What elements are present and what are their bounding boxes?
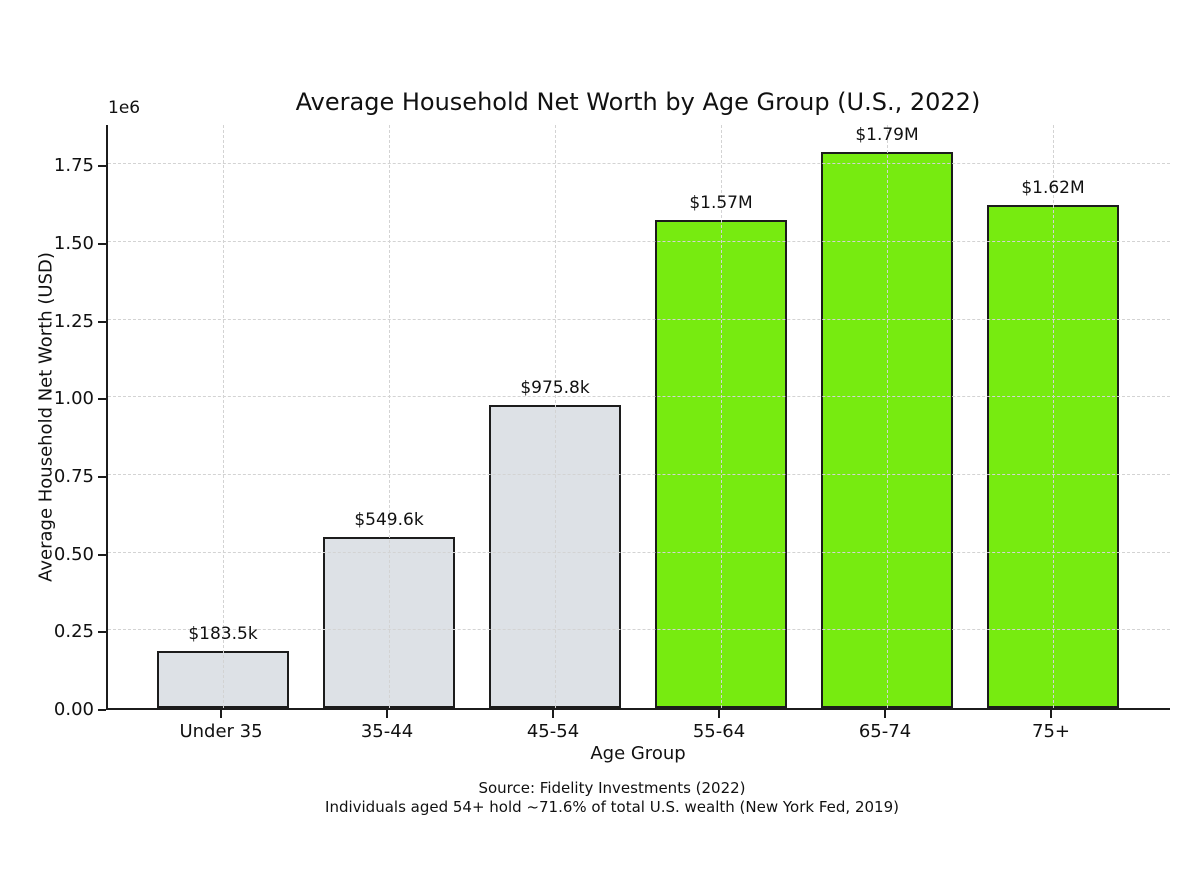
y-tick-label: 1.75 (53, 155, 94, 177)
source-note: Source: Fidelity Investments (2022) (478, 779, 746, 797)
y-tick-mark (98, 476, 106, 479)
x-tick-label: 65-74 (858, 721, 912, 742)
bar-value-label: $549.6k (354, 510, 424, 531)
y-tick-label: 0.25 (53, 621, 94, 643)
bar-value-label: $1.57M (689, 193, 753, 214)
grid-line-vertical (389, 125, 390, 708)
grid-line-horizontal (108, 629, 1170, 631)
grid-line-vertical (887, 125, 888, 708)
bar-45-54 (488, 404, 622, 708)
bar-value-label: $1.79M (855, 125, 919, 146)
bar-55-64 (654, 220, 788, 708)
x-tick-mark (1050, 710, 1052, 718)
chart-title: Average Household Net Worth by Age Group… (295, 88, 981, 116)
y-tick-label: 1.50 (53, 233, 94, 255)
grid-line-horizontal (108, 474, 1170, 476)
x-tick-mark (220, 710, 222, 718)
bar-75+ (986, 204, 1120, 708)
grid-line-vertical (721, 125, 722, 708)
x-tick-label: 35-44 (360, 721, 414, 742)
x-tick-label: 55-64 (692, 721, 746, 742)
bar-under-35 (156, 651, 290, 708)
x-axis: Under 35 35-44 45-54 55-64 65-74 75+ (106, 710, 1170, 756)
bar-35-44 (322, 537, 456, 708)
grid-line-horizontal (108, 241, 1170, 243)
y-tick-mark (98, 243, 106, 246)
grid-line-horizontal (108, 163, 1170, 165)
y-tick-mark (98, 320, 106, 323)
plot-area: $183.5k $549.6k $975.8k $1.57M $1.79M $1.62M (106, 125, 1170, 710)
y-tick-label: 0.50 (53, 543, 94, 565)
y-tick-mark (98, 709, 106, 711)
y-tick-label: 1.25 (53, 310, 94, 332)
y-tick-label: 0.00 (53, 699, 94, 720)
x-axis-label: Age Group (590, 743, 686, 764)
y-tick-mark (98, 165, 106, 168)
y-axis-offset-text: 1e6 (108, 98, 141, 118)
y-tick-mark (98, 553, 106, 556)
x-tick-mark (884, 710, 886, 718)
bar-65-74 (820, 152, 954, 708)
wealth-note: Individuals aged 54+ hold ~71.6% of tota… (325, 798, 899, 816)
y-tick-label: 0.75 (53, 466, 94, 488)
y-tick-label: 1.00 (53, 388, 94, 410)
bar-value-label: $975.8k (520, 377, 590, 398)
x-tick-label: 75+ (1032, 721, 1070, 742)
y-tick-mark (98, 398, 106, 401)
bar-value-label: $183.5k (188, 624, 258, 645)
grid-line-horizontal (108, 396, 1170, 398)
y-axis: 0.00 0.25 0.50 0.75 1.00 1.25 1.50 1.75 (0, 125, 106, 720)
footer-annotation: Source: Fidelity Investments (2022) Indi… (12, 779, 1200, 817)
x-tick-mark (386, 710, 388, 718)
grid-line-vertical (223, 125, 224, 708)
grid-line-horizontal (108, 318, 1170, 320)
x-tick-mark (718, 710, 720, 718)
x-tick-label: 45-54 (526, 721, 580, 742)
bar-value-label: $1.62M (1021, 177, 1085, 198)
x-tick-mark (552, 710, 554, 718)
grid-line-vertical (1053, 125, 1054, 708)
y-tick-mark (98, 631, 106, 634)
grid-line-vertical (555, 125, 556, 708)
x-tick-label: Under 35 (179, 721, 263, 742)
grid-line-horizontal (108, 551, 1170, 553)
